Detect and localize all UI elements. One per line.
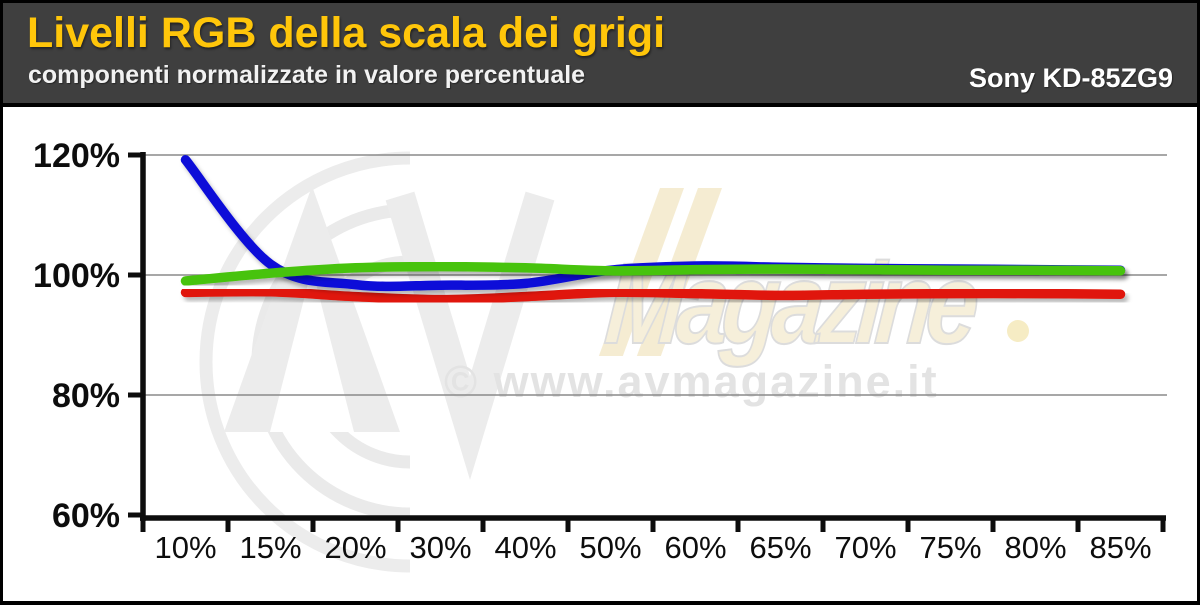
watermark-magazine-text: Magazine <box>600 239 978 369</box>
page-subtitle: componenti normalizzate in valore percen… <box>28 61 586 89</box>
watermark-copyright: © www.avmagazine.it <box>444 356 939 407</box>
device-model: Sony KD-85ZG9 <box>968 63 1173 93</box>
header: Livelli RGB della scala dei grigi compon… <box>3 3 1197 103</box>
watermark-letter-a-cutout <box>270 268 354 432</box>
watermark-dot <box>1007 320 1029 342</box>
page-title: Livelli RGB della scala dei grigi <box>27 9 666 57</box>
